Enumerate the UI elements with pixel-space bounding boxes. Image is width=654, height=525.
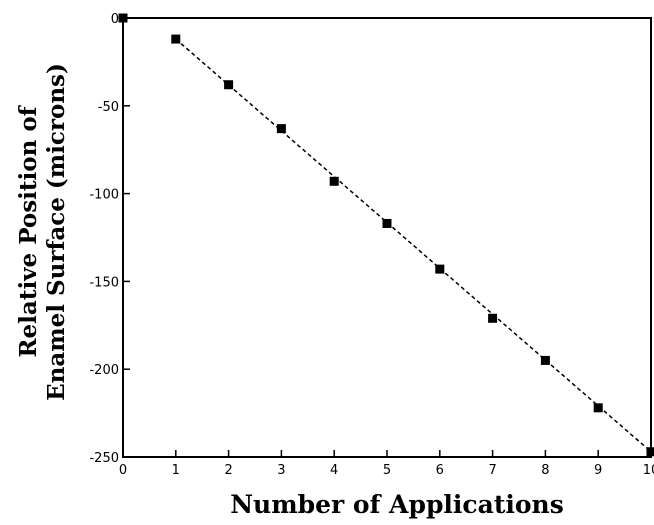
x-tick-label: 9 <box>594 463 602 478</box>
x-tick-label: 6 <box>436 463 444 478</box>
data-point <box>541 356 550 365</box>
y-axis-title-line: Enamel Surface (microns) <box>43 63 70 401</box>
y-axis-title-line: Relative Position of <box>15 104 42 357</box>
x-axis-title: Number of Applications <box>230 490 564 519</box>
y-tick-label: -200 <box>89 363 119 378</box>
data-point <box>171 35 180 44</box>
data-point <box>435 265 444 274</box>
data-point <box>277 124 286 133</box>
x-tick-label: 3 <box>277 463 285 478</box>
data-point <box>119 14 128 23</box>
y-tick-label: -100 <box>89 188 119 203</box>
y-tick-label: -50 <box>98 100 119 115</box>
x-tick-label: 4 <box>330 463 338 478</box>
x-tick-label: 1 <box>172 463 180 478</box>
y-tick-label: -250 <box>89 451 119 466</box>
data-point <box>488 314 497 323</box>
data-point <box>224 80 233 89</box>
data-point <box>383 219 392 228</box>
plot-area-frame <box>123 18 651 457</box>
x-tick-label: 7 <box>488 463 496 478</box>
data-point <box>594 403 603 412</box>
x-tick-label: 10 <box>643 463 654 478</box>
data-point <box>330 177 339 186</box>
y-tick-label: 0 <box>111 12 119 27</box>
x-tick-label: 2 <box>224 463 232 478</box>
y-tick-label: -150 <box>89 275 119 290</box>
trend-line <box>176 39 651 452</box>
x-tick-label: 5 <box>383 463 391 478</box>
data-point <box>647 447 654 456</box>
x-tick-label: 8 <box>541 463 549 478</box>
x-tick-label: 0 <box>119 463 127 478</box>
